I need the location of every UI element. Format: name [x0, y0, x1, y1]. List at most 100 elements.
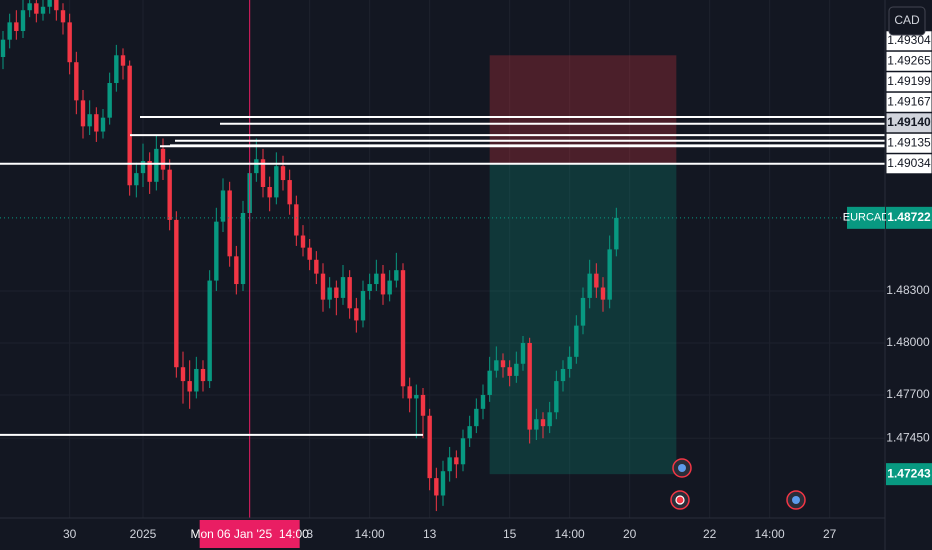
level-label: 1.49199: [887, 74, 931, 88]
candle-body: [227, 190, 232, 257]
x-tick-label: 2025: [130, 527, 157, 541]
candle-body: [560, 368, 566, 382]
candle-body: [320, 273, 326, 300]
candle-body: [240, 212, 246, 285]
candle-body: [567, 356, 572, 369]
event-flag: [675, 495, 685, 505]
candle-body: [127, 65, 132, 186]
candle-body: [507, 367, 512, 376]
candle-body: [280, 166, 286, 181]
candle-body: [274, 166, 279, 198]
y-tick-label: 1.48000: [886, 335, 930, 349]
candle-body: [0, 39, 6, 58]
candle-body: [467, 426, 472, 439]
currency: CAD: [894, 13, 920, 27]
candle-body: [340, 277, 346, 298]
candle-body: [54, 0, 59, 11]
level-label: 1.49265: [887, 53, 931, 67]
candle-body: [40, 6, 46, 14]
candle-body: [214, 221, 219, 281]
candle-body: [300, 235, 306, 248]
candle-body: [427, 415, 432, 479]
candle-body: [194, 368, 199, 392]
candle-body: [387, 280, 392, 295]
position-tool: [489, 55, 677, 475]
candle-body: [20, 10, 26, 32]
candle-body: [367, 284, 372, 291]
candle-body: [287, 180, 292, 205]
candle-body: [207, 280, 212, 382]
candle-body: [74, 62, 79, 101]
x-tick-label: 27: [823, 527, 837, 541]
x-tick-label: 14:00: [355, 527, 385, 541]
event-icons[interactable]: [670, 458, 806, 510]
candle-body: [220, 190, 226, 222]
candle-body: [574, 325, 579, 357]
symbol-label: EURCAD: [843, 212, 890, 224]
currency-button[interactable]: [888, 6, 926, 36]
candle-body: [374, 273, 379, 285]
candle-body: [154, 148, 159, 182]
candle-body: [360, 290, 366, 321]
candle-body: [234, 256, 239, 285]
candle-body: [140, 160, 146, 174]
stop-zone: [489, 55, 677, 164]
candle-body: [487, 370, 492, 395]
candle-body: [294, 204, 299, 236]
candle-body: [407, 386, 412, 399]
candle-body: [180, 367, 186, 382]
candle-body: [147, 160, 152, 182]
candle-body: [314, 259, 319, 274]
x-tick-label: 15: [503, 527, 517, 541]
candle-body: [600, 287, 606, 300]
x-tick-label: 14:00: [755, 527, 785, 541]
candle-body: [480, 394, 486, 409]
candle-body: [87, 114, 92, 127]
candle-body: [414, 394, 419, 399]
target-label: 1.47243: [887, 466, 931, 480]
level-label: 1.49135: [887, 135, 931, 149]
event-icon-dot: [678, 464, 686, 472]
candle-body: [587, 273, 592, 298]
candle-body: [494, 360, 499, 371]
last-price-label: 1.48722: [887, 210, 931, 224]
candle-body: [580, 297, 586, 326]
y-tick-label: 1.48300: [886, 283, 930, 297]
candles: [0, 0, 619, 512]
candle-body: [607, 249, 612, 300]
x-tick-label: 13: [423, 527, 437, 541]
candle-body: [27, 3, 32, 11]
level-label: 1.49140: [887, 115, 931, 129]
level-label: 1.49034: [887, 156, 931, 170]
candle-body: [67, 22, 72, 63]
y-tick-label: 1.47700: [886, 387, 930, 401]
candle-body: [307, 247, 312, 260]
x-tick-label: 20: [623, 527, 637, 541]
candle-body: [460, 438, 466, 465]
candle-body: [614, 217, 619, 250]
candle-body: [534, 419, 539, 430]
candle-body: [594, 273, 599, 288]
candle-body: [440, 471, 446, 496]
candle-body: [174, 219, 179, 368]
candle-body: [420, 394, 426, 416]
x-tick-label: 22: [703, 527, 717, 541]
candle-body: [347, 277, 352, 309]
candle-body: [554, 381, 559, 413]
level-label-box: [885, 153, 932, 175]
candle-body: [454, 457, 459, 465]
overlays: [0, 0, 885, 518]
candle-body: [160, 148, 166, 170]
candle-body: [80, 100, 86, 127]
candle-body: [60, 10, 66, 23]
candle-body: [527, 342, 532, 430]
candle-body: [447, 457, 452, 472]
x-tick-label: 14:00: [555, 527, 585, 541]
candle-body: [500, 360, 506, 368]
crosshair-label-box: [199, 520, 300, 548]
last-price-box: [886, 206, 932, 229]
candle-body: [547, 412, 552, 427]
x-tick-label: 8: [306, 527, 313, 541]
